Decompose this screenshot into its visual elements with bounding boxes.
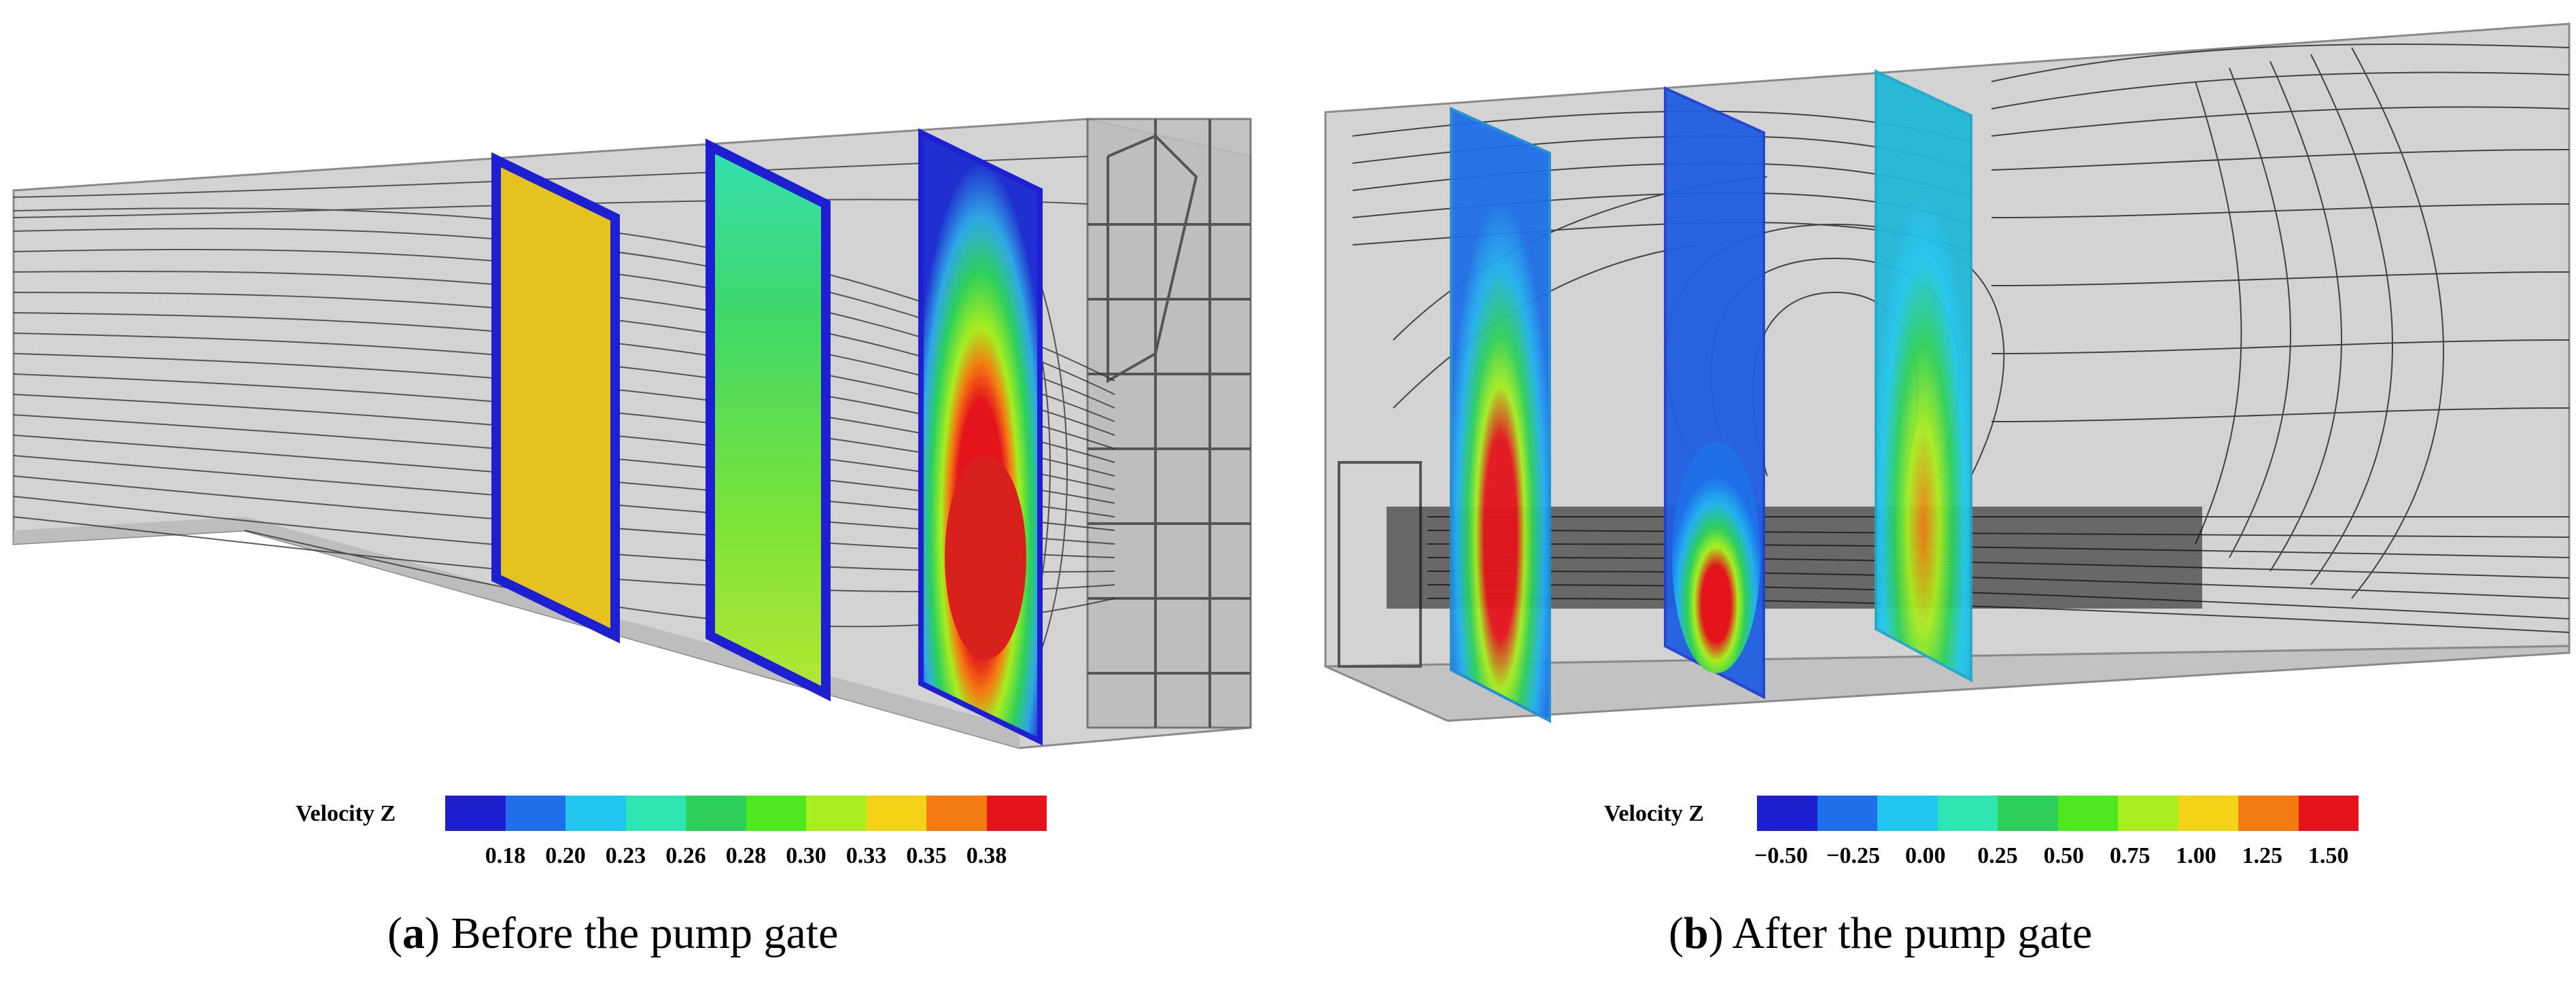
tick-label: 0.75 [2109,843,2151,868]
swatch-10 [986,796,1047,831]
tick-label: 0.25 [1977,843,2018,868]
swatch-8 [2178,796,2238,831]
swatch-9 [2238,796,2299,831]
tick-label: 0.26 [665,843,706,868]
swatch-5 [686,796,746,831]
panel-before-pump-gate: Velocity Z 0.18 0.20 0.23 0.26 0.28 0.30… [0,0,1278,986]
flow-simulation-before-gate [12,118,1252,749]
tick-label: −0.50 [1754,843,1808,868]
tick-label: 0.30 [786,843,826,868]
section-plane-2 [706,138,831,702]
colorbar-b [1757,796,2359,831]
flow-simulation-after-gate [1324,22,2571,724]
caption-text-b: After the pump gate [1732,908,2093,958]
tick-label: −0.25 [1826,843,1881,868]
panel-after-pump-gate: Velocity Z −0.50 −0.25 0.00 0.25 0.50 0.… [1291,0,2576,986]
swatch-6 [2057,796,2118,831]
tick-label: 1.50 [2308,843,2349,868]
tick-label: 1.00 [2176,843,2216,868]
swatch-7 [806,796,867,831]
swatch-4 [1937,796,1998,831]
swatch-7 [2118,796,2178,831]
swatch-5 [1998,796,2058,831]
caption-letter-b: b [1683,908,1709,958]
legend-title-a: Velocity Z [296,801,396,826]
swatch-10 [2298,796,2359,831]
swatch-2 [505,796,565,831]
tick-label: 0.28 [725,843,767,868]
tick-label: 0.38 [966,843,1007,868]
section-plane-1 [491,152,620,644]
caption-letter-a: a [402,908,425,958]
swatch-9 [926,796,987,831]
tick-label: 0.20 [545,843,586,868]
swatch-6 [746,796,806,831]
caption-a: (a) Before the pump gate [387,908,839,958]
swatch-1 [445,796,506,831]
caption-b: (b) After the pump gate [1669,908,2093,958]
tick-label: 0.50 [2043,843,2085,868]
section-plane-1 [1450,106,1551,724]
high-velocity-core-b [1672,442,1760,673]
tick-label: 0.18 [485,843,526,868]
high-velocity-core-a [945,456,1026,660]
caption-text-a: Before the pump gate [451,908,839,958]
tick-label: 0.23 [605,843,646,868]
swatch-8 [866,796,926,831]
swatch-3 [565,796,626,831]
tick-label: 0.35 [906,843,947,868]
intake-box [1086,118,1252,729]
swatch-1 [1757,796,1817,831]
tick-label: 0.33 [846,843,887,868]
duct-bottom [1325,645,2571,722]
swatch-3 [1877,796,1938,831]
tick-label: 0.00 [1905,843,1946,868]
tick-label: 1.25 [2242,843,2283,868]
swatch-4 [625,796,686,831]
legend-title-b: Velocity Z [1604,801,1705,826]
section-plane-3 [1875,69,1972,683]
swatch-2 [1817,796,1877,831]
colorbar-a [445,796,1047,831]
